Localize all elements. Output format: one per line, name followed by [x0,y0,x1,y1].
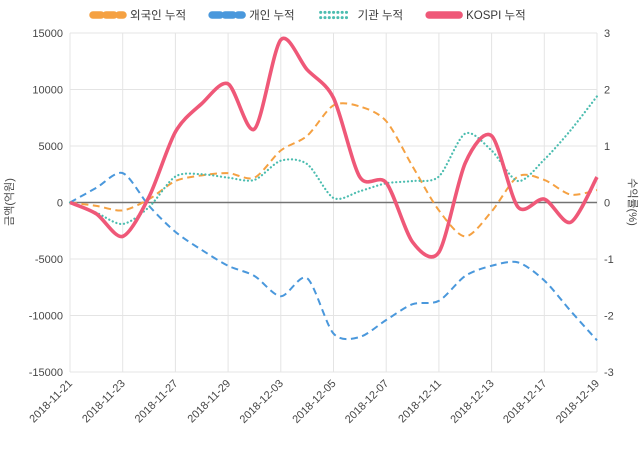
x-tick-label: 2018-12-17 [501,378,549,426]
series-line-3 [69,36,599,259]
x-tick-label: 2018-12-05 [290,378,338,426]
x-tick-label: 2018-12-07 [343,378,391,426]
x-tick-label: 2018-11-21 [27,378,75,426]
series-lines [68,36,599,342]
axis-tick-labels: 15000 10000 5000 0 -5000 -10000 -15000 3 2 1 0 -1 -2… [27,28,613,426]
y-tick-right: -2 [604,311,614,323]
legend-item: 개인 누적 [208,9,295,22]
y-tick-right: -3 [604,367,614,379]
y-tick-left: 5000 [39,141,63,153]
y-tick-left: -5000 [35,254,63,266]
x-tick-label: 2018-12-11 [396,378,444,426]
legend-item: KOSPI 누적 [425,9,526,22]
x-tick-label: 2018-11-29 [186,378,234,426]
series-line-2 [68,95,599,226]
y-axis-label-left: 금액(억원) [3,178,16,226]
x-tick-label: 2018-11-27 [133,378,181,426]
legend-label: 외국인 누적 [130,9,186,22]
y-tick-right: 0 [604,198,610,210]
y-axis-label-right: 수익률(%) [626,178,639,225]
y-tick-left: -10000 [29,311,63,323]
legend-item: 기관 누적 [319,9,404,22]
y-tick-left: 10000 [32,85,63,97]
y-tick-left: -15000 [29,367,63,379]
series-line-1 [69,171,598,342]
y-tick-left: 0 [57,198,63,210]
y-tick-left: 15000 [32,28,63,40]
gridlines [69,32,598,373]
x-tick-label: 2018-12-13 [448,378,496,426]
chart-legend: 외국인 누적 개인 누적 기관 누적 KOSPI 누적 [89,9,526,22]
y-tick-right: 1 [604,141,610,153]
x-tick-label: 2018-11-23 [80,378,128,426]
x-tick-label: 2018-12-19 [554,378,602,426]
legend-label: KOSPI 누적 [466,9,526,22]
series-line-0 [69,102,598,238]
y-tick-right: 3 [604,28,610,40]
legend-item: 외국인 누적 [89,9,186,22]
y-tick-right: 2 [604,85,610,97]
legend-label: 개인 누적 [249,9,295,22]
y-tick-right: -1 [604,254,614,266]
x-tick-label: 2018-12-03 [238,378,286,426]
legend-label: 기관 누적 [358,9,404,22]
